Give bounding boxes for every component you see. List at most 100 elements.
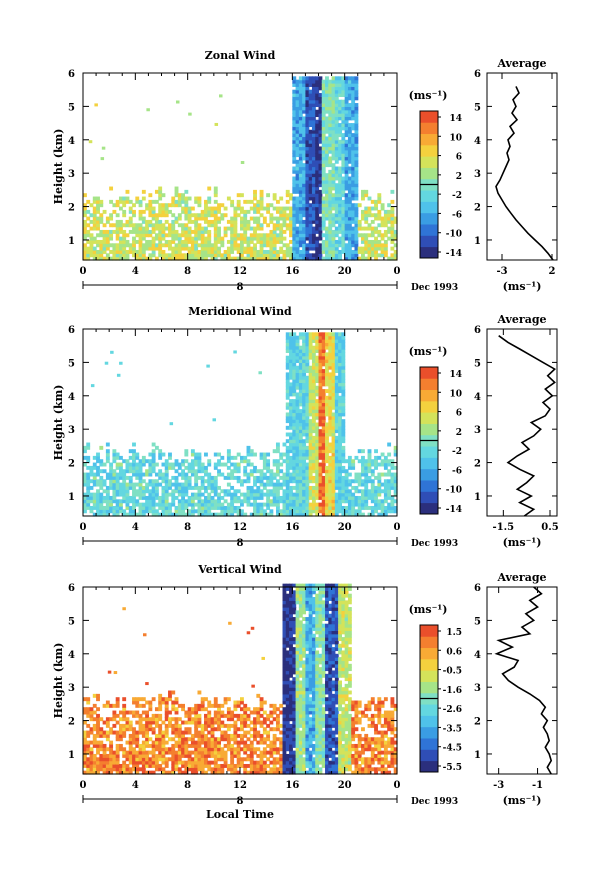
heatmap-cell [347,86,352,91]
heatmap-cell [128,770,133,775]
heatmap-cell [298,103,303,107]
heatmap-cell [83,253,87,258]
heatmap-cell [351,213,356,218]
heatmap-cell [266,462,271,467]
heatmap-cell [207,462,212,467]
heatmap-cell [331,475,336,480]
heatmap-cell [347,489,352,494]
heatmap-cell [217,459,221,464]
heatmap-cell [344,159,349,164]
heatmap-cell [92,253,97,258]
heatmap-cell [302,169,307,174]
heatmap-cell [344,206,349,211]
heatmap-cell [292,369,297,374]
heatmap-cell [204,452,208,457]
heatmap-cell [262,256,267,261]
heatmap-cell [217,206,221,211]
heatmap-cell [249,256,254,261]
heatmap-cell [187,226,192,231]
heatmap-cell [190,717,195,722]
heatmap-cell [102,236,107,241]
heatmap-cell [325,412,329,417]
heatmap-cell [240,226,244,231]
heatmap-cell [158,469,163,474]
heatmap-cell [289,246,293,251]
heatmap-cell [289,219,293,224]
heatmap-cell [328,389,333,394]
heatmap-cell [132,495,136,500]
heatmap-cell [295,83,300,87]
heatmap-cell [148,717,153,722]
heatmap-cell [315,342,320,347]
heatmap-cell [223,213,228,218]
heatmap-cell [338,349,342,353]
heatmap-cell [318,229,323,234]
heatmap-cell [305,99,310,104]
heatmap-cell [298,183,303,188]
heatmap-cell [220,720,225,725]
heatmap-cell [311,379,316,384]
heatmap-cell [364,246,369,251]
heatmap-cell [315,183,320,188]
heatmap-cell [315,159,320,164]
heatmap-cell [151,479,156,484]
heatmap-cell [213,452,218,457]
heatmap-cell [361,196,365,201]
heatmap-cell [338,372,342,377]
heatmap-cell [318,179,323,184]
heatmap-cell [341,449,346,454]
heatmap-cell [96,505,100,510]
heatmap-cell [115,256,120,261]
heatmap-cell [305,415,310,420]
heatmap-cell [308,246,313,251]
heatmap-cell [174,750,179,755]
heatmap-cell [331,489,336,494]
heatmap-cell [321,189,326,194]
heatmap-cell [325,382,329,387]
heatmap-cell [292,345,297,350]
heatmap-cell [321,203,326,208]
heatmap-cell [151,455,156,460]
heatmap-cell [96,760,100,765]
heatmap-cell [285,465,290,470]
heatmap-cell [344,472,349,477]
heatmap-cell [187,737,192,742]
heatmap-cell [298,143,303,148]
heatmap-cell [315,256,320,261]
heatmap-cell [112,469,117,474]
heatmap-cell [325,123,329,128]
heatmap-cell [164,727,169,732]
heatmap-cell [325,435,329,440]
heatmap-cell [128,757,133,762]
heatmap-cell [148,472,153,477]
heatmap-cell [292,409,297,414]
heatmap-cell [272,206,277,211]
heatmap-cell [181,489,185,494]
heatmap-cell [115,246,120,251]
heatmap-cell [258,371,262,375]
heatmap-cell [99,499,104,504]
heatmap-cell [99,757,104,762]
heatmap-cell [383,455,388,460]
heatmap-cell [338,489,342,494]
heatmap-cell [328,256,333,261]
heatmap-cell [141,462,146,467]
heatmap-cell [112,723,117,728]
heatmap-cell [295,472,300,477]
heatmap-cell [354,203,359,208]
heatmap-cell [249,199,254,204]
heatmap-cell [151,750,156,755]
heatmap-cell [190,452,195,457]
heatmap-cell [341,369,346,374]
heatmap-cell [331,143,336,148]
heatmap-cell [315,389,320,394]
heatmap-cell [292,445,297,450]
heatmap-cell [259,492,264,497]
heatmap-cell [279,249,284,254]
heatmap-cell [233,246,238,251]
heatmap-cell [171,233,176,238]
heatmap-cell [148,459,153,464]
heatmap-cell [171,512,176,517]
heatmap-cell [194,223,199,228]
heatmap-cell [383,253,388,258]
